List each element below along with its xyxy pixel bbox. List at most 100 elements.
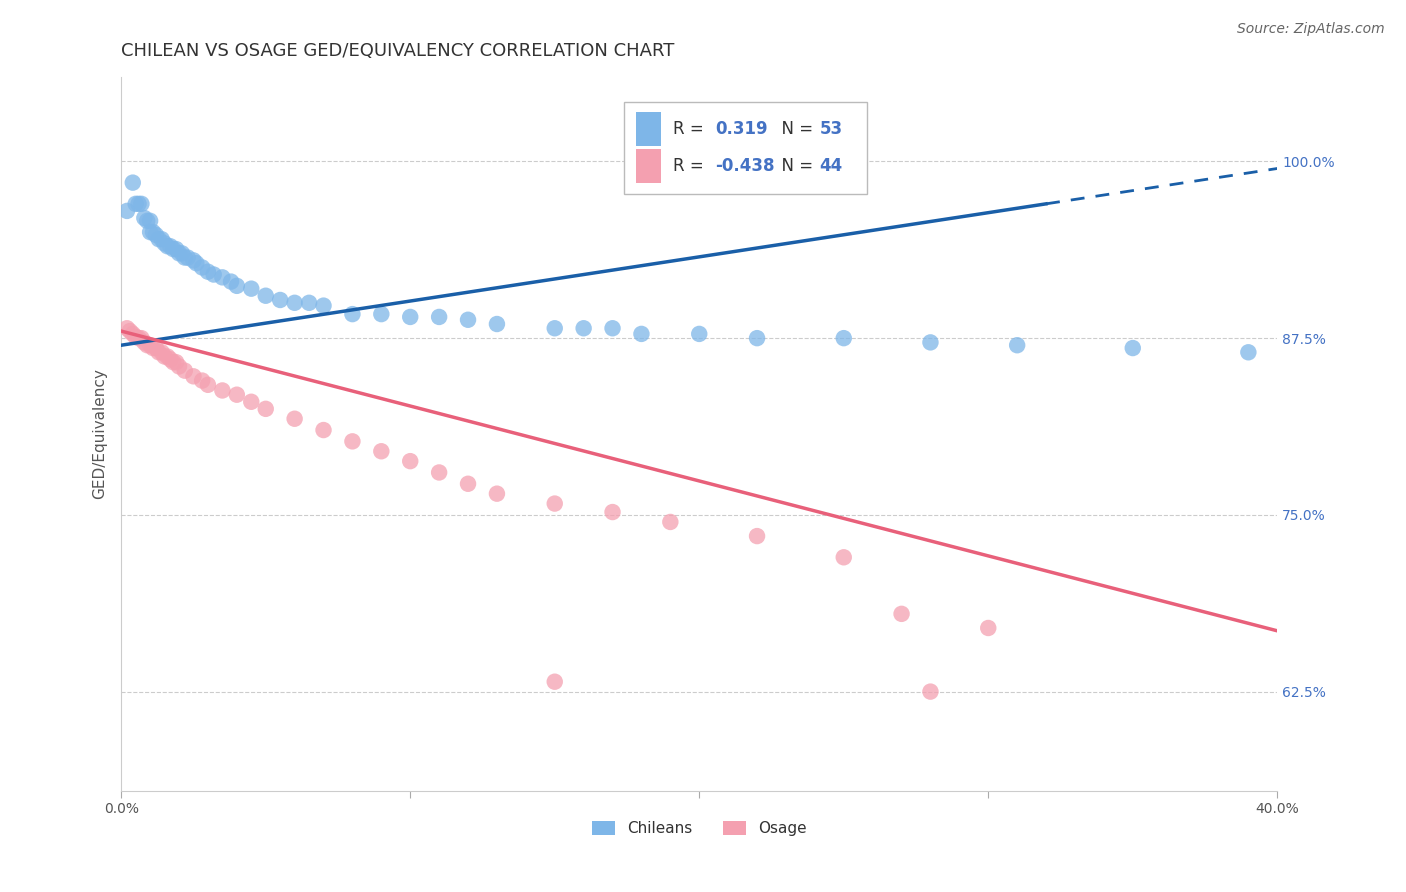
Point — [745, 529, 768, 543]
Point — [191, 374, 214, 388]
Point — [173, 251, 195, 265]
Text: 53: 53 — [820, 120, 842, 137]
Point — [832, 331, 855, 345]
Point — [225, 387, 247, 401]
Point — [183, 369, 205, 384]
Point — [745, 331, 768, 345]
Text: N =: N = — [770, 157, 818, 175]
Point — [572, 321, 595, 335]
Point — [173, 364, 195, 378]
Point — [176, 251, 198, 265]
Text: 44: 44 — [820, 157, 842, 175]
Point — [219, 275, 242, 289]
Point — [136, 338, 159, 352]
Point — [254, 401, 277, 416]
Bar — [636, 149, 661, 183]
Point — [159, 239, 181, 253]
Point — [269, 293, 291, 307]
Point — [128, 331, 150, 345]
Point — [342, 307, 364, 321]
Point — [121, 176, 143, 190]
Point — [399, 454, 422, 468]
Point — [427, 310, 450, 324]
Point — [183, 253, 205, 268]
Text: N =: N = — [770, 120, 818, 137]
Point — [153, 236, 176, 251]
Point — [139, 338, 162, 352]
Point — [131, 197, 153, 211]
Point — [211, 270, 233, 285]
Point — [186, 256, 208, 270]
Point — [167, 359, 190, 374]
Bar — [636, 112, 661, 146]
Point — [602, 505, 624, 519]
Point — [134, 335, 156, 350]
Point — [153, 350, 176, 364]
Point — [145, 227, 167, 242]
Point — [165, 242, 187, 256]
Point — [890, 607, 912, 621]
Bar — [624, 102, 868, 194]
Point — [225, 278, 247, 293]
Point — [142, 225, 165, 239]
Text: R =: R = — [672, 120, 709, 137]
Point — [254, 289, 277, 303]
Point — [1237, 345, 1260, 359]
Point — [312, 299, 335, 313]
Point — [602, 321, 624, 335]
Point — [920, 335, 942, 350]
Point — [342, 434, 364, 449]
Point — [1005, 338, 1028, 352]
Point — [136, 214, 159, 228]
Point — [312, 423, 335, 437]
Point — [131, 331, 153, 345]
Point — [145, 341, 167, 355]
Point — [630, 326, 652, 341]
Point — [156, 239, 179, 253]
Point — [832, 550, 855, 565]
Text: 0.319: 0.319 — [716, 120, 768, 137]
Point — [162, 355, 184, 369]
Text: Source: ZipAtlas.com: Source: ZipAtlas.com — [1237, 22, 1385, 37]
Point — [427, 466, 450, 480]
Y-axis label: GED/Equivalency: GED/Equivalency — [93, 368, 107, 499]
Point — [118, 324, 141, 338]
Point — [148, 232, 170, 246]
Point — [1122, 341, 1144, 355]
Point — [197, 377, 219, 392]
Point — [191, 260, 214, 275]
Point — [202, 268, 225, 282]
Point — [298, 295, 321, 310]
Point — [167, 246, 190, 260]
Point — [399, 310, 422, 324]
Point — [142, 341, 165, 355]
Point — [139, 225, 162, 239]
Point — [659, 515, 682, 529]
Point — [370, 307, 392, 321]
Point — [211, 384, 233, 398]
Point — [148, 345, 170, 359]
Point — [240, 394, 263, 409]
Point — [139, 214, 162, 228]
Point — [170, 246, 193, 260]
Point — [150, 345, 173, 359]
Point — [457, 312, 479, 326]
Point — [485, 486, 508, 500]
Point — [115, 321, 138, 335]
Point — [240, 282, 263, 296]
Point — [370, 444, 392, 458]
Point — [544, 321, 567, 335]
Point — [197, 265, 219, 279]
Point — [156, 350, 179, 364]
Point — [544, 674, 567, 689]
Point — [134, 211, 156, 225]
Point — [124, 330, 146, 344]
Point — [115, 203, 138, 218]
Point — [977, 621, 1000, 635]
Point — [485, 317, 508, 331]
Point — [124, 197, 146, 211]
Point — [544, 497, 567, 511]
Text: R =: R = — [672, 157, 709, 175]
Text: CHILEAN VS OSAGE GED/EQUIVALENCY CORRELATION CHART: CHILEAN VS OSAGE GED/EQUIVALENCY CORRELA… — [121, 42, 675, 60]
Point — [920, 684, 942, 698]
